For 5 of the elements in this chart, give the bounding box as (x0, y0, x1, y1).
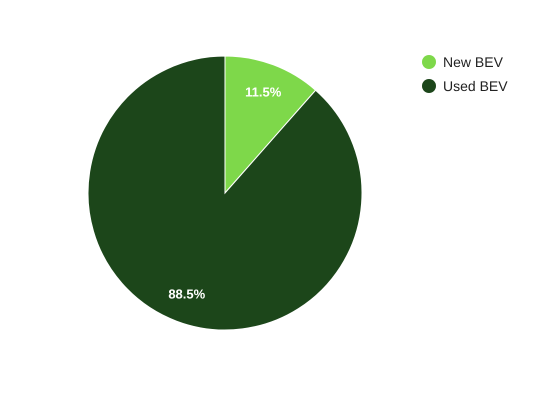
legend-label: New BEV (443, 54, 504, 70)
legend-label: Used BEV (443, 78, 508, 94)
data-label: 11.5% (245, 84, 282, 100)
pie-slice (88, 56, 362, 330)
data-label: 88.5% (168, 286, 206, 302)
